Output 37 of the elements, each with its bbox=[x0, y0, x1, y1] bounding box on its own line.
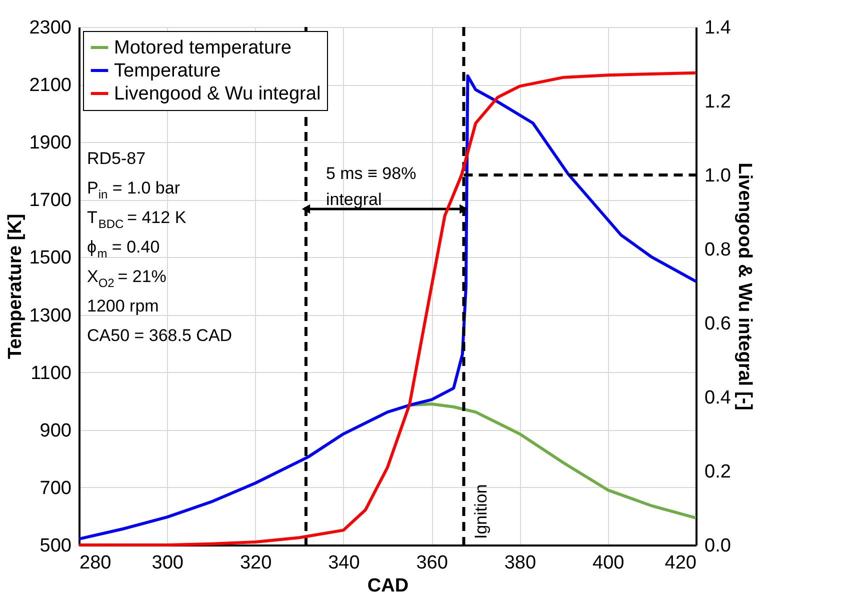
ref-line-label: Ignition bbox=[472, 484, 491, 539]
x-tick-label: 400 bbox=[592, 552, 624, 574]
legend-label: Temperature bbox=[114, 60, 221, 82]
y-tick-label: 1900 bbox=[29, 132, 72, 154]
legend-label: Motored temperature bbox=[114, 38, 292, 58]
y-axis-title: Temperature [K] bbox=[5, 214, 26, 360]
y2-tick-label: 0.2 bbox=[704, 462, 731, 482]
y-tick-label: 1700 bbox=[29, 190, 72, 212]
annotation: 5 ms ≡ 98% integral bbox=[326, 164, 416, 209]
x-tick-label: 340 bbox=[328, 552, 360, 574]
x-tick-label: 420 bbox=[664, 552, 696, 574]
annotation: 1200 rpm bbox=[87, 296, 159, 316]
legend-label: Livengood & Wu integral bbox=[114, 84, 321, 104]
x-tick-label: 320 bbox=[240, 552, 272, 574]
x-tick-label: 300 bbox=[152, 552, 184, 574]
y-tick-label: 900 bbox=[40, 420, 72, 442]
x-tick-label: 280 bbox=[80, 552, 112, 574]
y2-tick-label: 0.6 bbox=[704, 314, 731, 334]
x-tick-label: 380 bbox=[504, 552, 536, 574]
y2-axis-title: Livengood & Wu integral [-] bbox=[734, 162, 755, 410]
y2-tick-label: 0.0 bbox=[704, 536, 731, 556]
y2-tick-label: 0.4 bbox=[704, 388, 732, 408]
annotation: RD5-87 bbox=[87, 149, 146, 168]
y2-tick-label: 1.4 bbox=[704, 18, 732, 38]
y-tick-label: 700 bbox=[40, 478, 72, 499]
y2-tick-label: 1.0 bbox=[704, 166, 731, 186]
x-axis-title: CAD bbox=[367, 576, 409, 596]
y-tick-label: 2300 bbox=[29, 18, 72, 38]
x-tick-label: 360 bbox=[416, 552, 448, 574]
y-tick-label: 1500 bbox=[29, 248, 72, 269]
y2-tick-label: 1.2 bbox=[704, 92, 731, 112]
annotation: CA50 = 368.5 CAD bbox=[87, 326, 232, 345]
y-tick-label: 2100 bbox=[29, 75, 72, 96]
y2-tick-label: 0.8 bbox=[704, 240, 731, 260]
y-tick-label: 500 bbox=[40, 536, 72, 556]
y-tick-label: 1300 bbox=[29, 305, 72, 326]
y-tick-label: 1100 bbox=[30, 362, 72, 384]
